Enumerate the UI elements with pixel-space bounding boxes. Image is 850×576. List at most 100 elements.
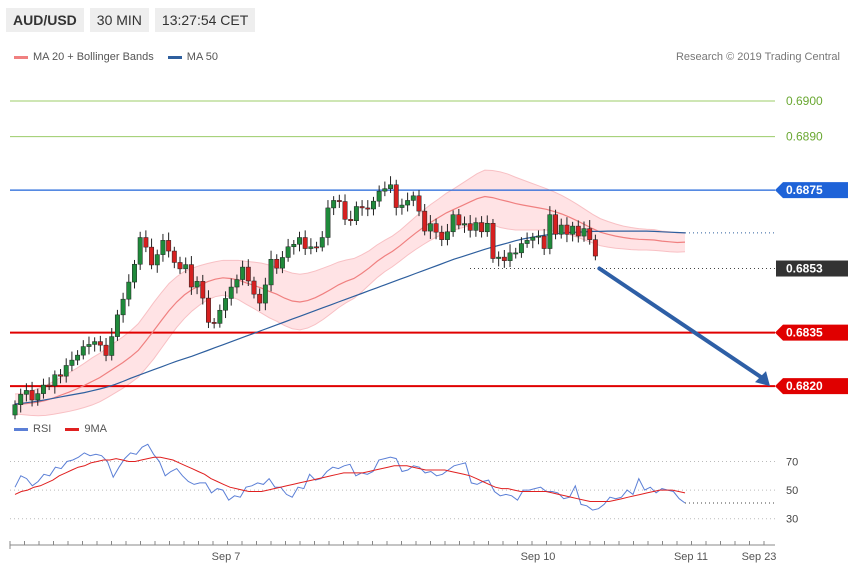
candle-down xyxy=(166,240,172,252)
candle xyxy=(433,218,439,240)
candle-up xyxy=(279,257,285,269)
candle-up xyxy=(41,384,46,394)
candle-up xyxy=(496,256,502,259)
rsi-panel: 70 50 30 xyxy=(10,443,798,526)
candle-up xyxy=(109,336,115,356)
candle xyxy=(496,251,502,267)
candle-down xyxy=(302,237,308,249)
candle-down xyxy=(564,224,570,235)
candle-down xyxy=(171,250,177,263)
candle xyxy=(240,260,246,286)
candle-down xyxy=(456,214,462,226)
candle-up xyxy=(581,228,587,237)
candle-down xyxy=(143,237,149,248)
candle-up xyxy=(240,266,246,280)
candle xyxy=(484,215,490,237)
candle-down xyxy=(177,262,183,270)
timeframe-label[interactable]: 30 MIN xyxy=(89,8,149,32)
candle xyxy=(274,254,280,274)
candle-down xyxy=(200,281,206,299)
candle-down xyxy=(342,201,348,220)
candle-up xyxy=(92,341,98,345)
candle-down xyxy=(348,219,354,222)
legend-ma50: MA 50 xyxy=(167,51,218,63)
rsi-tick-label: 30 xyxy=(786,514,798,526)
support-level-label: 0.6835 xyxy=(786,326,823,340)
candle xyxy=(257,288,263,311)
candle xyxy=(279,251,285,274)
candle-up xyxy=(376,190,382,202)
candle-up xyxy=(63,365,69,377)
candle xyxy=(353,201,359,226)
candle xyxy=(393,179,399,216)
candle-up xyxy=(80,346,86,356)
support-level-label: 0.6820 xyxy=(786,379,823,393)
candle-down xyxy=(46,384,52,387)
rsi-line xyxy=(14,443,686,511)
candle xyxy=(160,233,166,262)
candle-down xyxy=(467,223,473,231)
time-axis-label: Sep 7 xyxy=(212,551,241,563)
candle xyxy=(143,230,149,253)
candle-up xyxy=(35,393,41,401)
candle-down xyxy=(251,280,257,295)
candle xyxy=(12,400,18,420)
candle-up xyxy=(558,224,564,235)
candle xyxy=(206,290,211,329)
candle xyxy=(530,232,536,249)
candle xyxy=(592,234,598,261)
candle-up xyxy=(450,214,456,233)
candle xyxy=(137,231,143,270)
rsi-9ma-line xyxy=(14,456,686,502)
resistance-level-label: 0.6875 xyxy=(786,183,823,197)
candle xyxy=(23,383,29,402)
legend-9ma: 9MA xyxy=(65,423,107,435)
candle-up xyxy=(223,298,228,311)
candle xyxy=(46,377,52,391)
candle-up xyxy=(285,246,291,258)
candle xyxy=(575,220,581,243)
candle xyxy=(450,210,456,237)
candle-up xyxy=(473,222,479,231)
candle xyxy=(177,256,183,274)
candle xyxy=(376,185,382,207)
candle xyxy=(342,194,348,226)
candle xyxy=(405,192,411,212)
candle xyxy=(262,277,268,311)
candle-down xyxy=(97,341,103,346)
candle-down xyxy=(592,239,598,257)
candle-up xyxy=(382,188,388,192)
candle-down xyxy=(393,184,399,208)
candle xyxy=(427,215,433,239)
candle xyxy=(558,218,564,239)
candle xyxy=(211,318,217,329)
candle xyxy=(325,200,331,246)
candle-down xyxy=(587,228,593,240)
ma9-legend-label: 9MA xyxy=(84,423,107,435)
candle-up xyxy=(570,225,576,235)
candle-down xyxy=(149,246,155,266)
candle-up xyxy=(308,246,314,249)
candle-down xyxy=(359,206,365,209)
candle xyxy=(553,209,558,240)
candle-up xyxy=(154,254,160,266)
candle xyxy=(183,257,189,274)
candle xyxy=(194,276,200,295)
candle xyxy=(132,259,137,289)
candle xyxy=(35,388,41,406)
candle-down xyxy=(206,297,211,323)
candle xyxy=(120,292,126,323)
time-axis: Sep 7 Sep 10 Sep 11 Sep 23 xyxy=(9,541,776,563)
target-level-label: 0.6900 xyxy=(786,94,823,108)
candle-down xyxy=(211,322,217,324)
candle-down xyxy=(29,390,35,401)
candle xyxy=(541,228,547,255)
candle xyxy=(462,216,467,233)
time-label: 13:27:54 CET xyxy=(154,8,256,32)
candle-down xyxy=(103,344,109,356)
candle-up xyxy=(228,286,234,299)
candle-down xyxy=(439,231,445,240)
candle xyxy=(75,350,81,366)
ma9-swatch xyxy=(65,427,80,431)
